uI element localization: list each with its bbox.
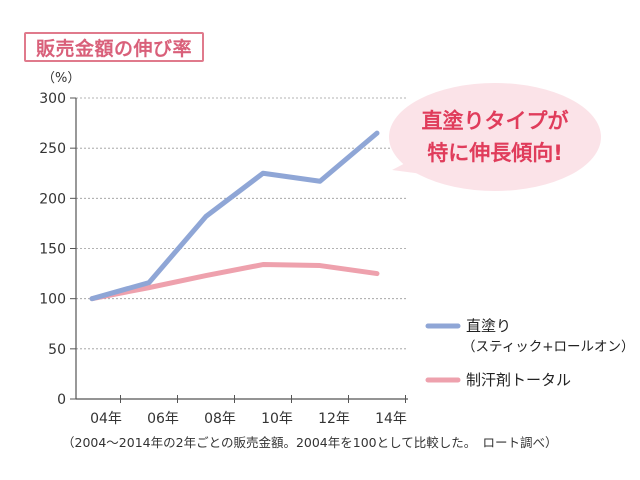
grid-lines bbox=[76, 97, 408, 350]
y-unit-label: （%） bbox=[42, 71, 80, 86]
callout-line-2: 特に伸長傾向! bbox=[427, 141, 563, 165]
y-tick-label: 200 bbox=[39, 191, 66, 207]
callout-bubble-ellipse bbox=[389, 83, 601, 191]
legend: 直塗り （スティック+ロールオン） 制汗剤トータル bbox=[425, 317, 635, 389]
series-line-1 bbox=[89, 262, 380, 302]
callout-line-1: 直塗りタイプが bbox=[422, 109, 569, 133]
series-lines bbox=[89, 130, 380, 302]
x-tick-label: 12年 bbox=[318, 411, 350, 427]
series-line-0 bbox=[89, 130, 380, 302]
x-tick-labels: 04年 06年 08年 10年 12年 14年 bbox=[90, 411, 407, 427]
y-tick-label: 150 bbox=[39, 242, 66, 258]
y-tick-label: 250 bbox=[39, 141, 66, 157]
y-tick-label: 100 bbox=[39, 292, 66, 308]
y-tick-label: 0 bbox=[57, 392, 66, 408]
x-tick-label: 06年 bbox=[147, 411, 179, 427]
x-tick-label: 08年 bbox=[204, 411, 236, 427]
x-tick-label: 14年 bbox=[375, 411, 407, 427]
legend-sublabel: （スティック+ロールオン） bbox=[462, 339, 635, 355]
x-tick-label: 04年 bbox=[90, 411, 122, 427]
y-tick-label: 50 bbox=[48, 342, 66, 358]
chart-title: 販売金額の伸び率 bbox=[24, 32, 205, 62]
legend-label: 直塗り bbox=[466, 317, 511, 335]
x-tick-label: 10年 bbox=[261, 411, 293, 427]
axes bbox=[70, 97, 408, 403]
legend-label: 制汗剤トータル bbox=[466, 371, 571, 389]
callout-bubble: 直塗りタイプが 特に伸長傾向! bbox=[389, 83, 601, 191]
footnote: （2004～2014年の2年ごとの販売金額。2004年を100として比較した。 … bbox=[62, 435, 558, 450]
y-tick-labels: 0 50 100 150 200 250 300 bbox=[39, 91, 66, 408]
y-tick-label: 300 bbox=[39, 91, 66, 107]
